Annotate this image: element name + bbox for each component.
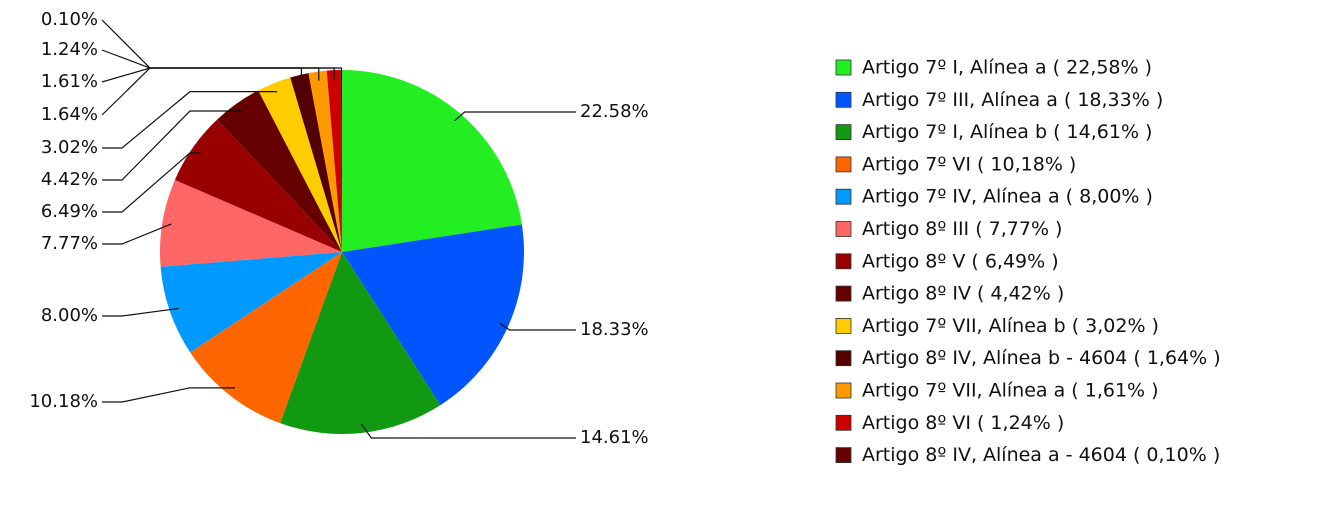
pie-slice	[174, 119, 342, 252]
slice-label: 3.02%	[41, 137, 98, 158]
slice-label: 10.18%	[29, 391, 98, 412]
slice-label: 22.58%	[580, 101, 649, 122]
slice-label: 1.61%	[41, 71, 98, 92]
legend-label: Artigo 8º IV, Alínea b - 4604 ( 1,64% )	[862, 347, 1221, 369]
slice-label: 1.64%	[41, 104, 98, 125]
slice-label: 14.61%	[580, 427, 649, 448]
slice-label: 8.00%	[41, 305, 98, 326]
pie-slice	[308, 70, 342, 252]
legend-label: Artigo 8º IV, Alínea a - 4604 ( 0,10% )	[862, 444, 1220, 466]
slice-label: 0.10%	[41, 9, 98, 30]
leader-line	[102, 152, 201, 213]
legend-label: Artigo 7º I, Alínea a ( 22,58% )	[862, 57, 1152, 79]
legend-label: Artigo 8º V ( 6,49% )	[862, 250, 1059, 272]
legend-swatch	[835, 350, 852, 367]
pie-slice	[280, 252, 441, 435]
legend-label: Artigo 7º III, Alínea a ( 18,33% )	[862, 89, 1163, 111]
legend-swatch	[835, 285, 852, 302]
pie-slice	[160, 179, 342, 267]
slice-label: 18.33%	[580, 319, 649, 340]
slice-label: 1.24%	[41, 39, 98, 60]
leader-line	[102, 91, 278, 149]
slice-label: 6.49%	[41, 201, 98, 222]
legend-swatch	[835, 59, 852, 76]
pie-slice	[340, 70, 342, 252]
legend-label: Artigo 7º IV, Alínea a ( 8,00% )	[862, 186, 1153, 208]
legend-label: Artigo 8º III ( 7,77% )	[862, 218, 1062, 240]
leader-line	[102, 307, 179, 317]
pie-slice	[258, 77, 342, 252]
legend-label: Artigo 8º VI ( 1,24% )	[862, 412, 1064, 434]
pie-slice	[190, 252, 342, 424]
leader-line	[454, 111, 576, 122]
leader-line	[102, 387, 236, 403]
leader-line	[102, 110, 242, 181]
leader-line	[101, 19, 343, 80]
pie-slice	[217, 90, 342, 252]
leader-line	[499, 322, 576, 331]
legend-swatch	[835, 124, 852, 140]
legend-label: Artigo 7º I, Alínea b ( 14,61% )	[862, 121, 1152, 143]
legend-label: Artigo 7º VII, Alínea a ( 1,61% )	[862, 380, 1159, 402]
legend-label: Artigo 7º VII, Alínea b ( 3,02% )	[862, 315, 1159, 337]
pie-slice	[326, 70, 342, 252]
legend-swatch	[835, 91, 852, 108]
legend-swatch	[835, 188, 852, 205]
legend-swatch	[835, 382, 852, 399]
slice-label: 7.77%	[41, 233, 98, 254]
legend-swatch	[835, 414, 852, 431]
pie-slice	[160, 252, 342, 353]
legend-swatch	[835, 447, 852, 464]
leader-line	[102, 223, 172, 245]
pie-slice	[290, 73, 342, 252]
leader-line	[360, 423, 576, 439]
legend-label: Artigo 7º VI ( 10,18% )	[862, 153, 1076, 175]
legend-label: Artigo 8º IV ( 4,42% )	[862, 283, 1064, 305]
legend-swatch	[835, 221, 852, 237]
legend-swatch	[835, 156, 852, 173]
pie-slice	[342, 224, 524, 406]
slice-label: 4.42%	[41, 169, 98, 190]
pie-slice	[342, 70, 522, 252]
legend-swatch	[835, 317, 852, 334]
legend-swatch	[835, 253, 852, 270]
